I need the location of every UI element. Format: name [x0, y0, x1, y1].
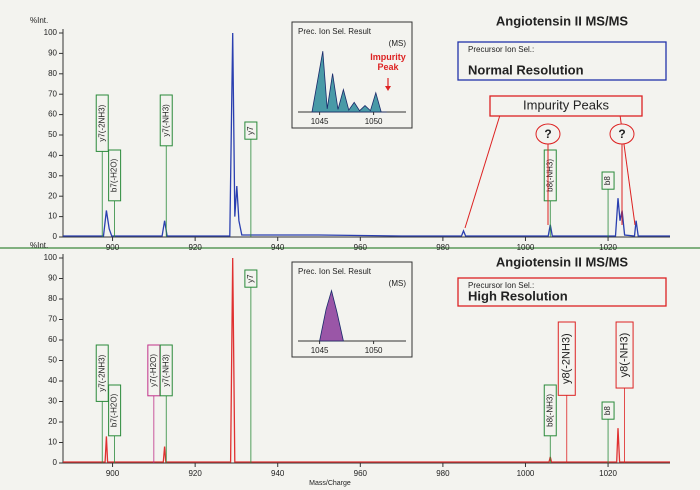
y-axis-label: %Int.	[30, 241, 48, 250]
annotation-box	[244, 121, 258, 140]
x-axis-label: Mass/Charge	[309, 480, 351, 487]
y-tick-label: 0	[53, 232, 58, 241]
impurity-leader	[464, 114, 501, 229]
annotation-box	[108, 149, 122, 202]
annotation-box	[615, 321, 634, 389]
y-tick-label: 40	[48, 376, 57, 385]
peak-annotation: y8(-NH3)	[618, 333, 630, 378]
peak-annotation: b7(-H2O)	[110, 393, 119, 427]
impurity-mark: ?	[618, 127, 625, 141]
x-tick-label: 920	[188, 243, 202, 252]
annotation-box	[601, 171, 615, 190]
y-tick-label: 80	[48, 294, 57, 303]
y-tick-label: 100	[44, 28, 58, 37]
annotation-box	[543, 384, 557, 437]
inset-tick-label: 1050	[365, 117, 383, 126]
inset-title: Prec. Ion Sel. Result	[298, 27, 372, 36]
y-tick-label: 20	[48, 417, 57, 426]
mode-box	[457, 41, 667, 81]
y-tick-label: 90	[48, 49, 57, 58]
y-tick-label: 30	[48, 397, 57, 406]
impurity-box	[489, 95, 643, 117]
inset-arrowhead	[385, 86, 391, 91]
inset-note-box: Impurity Peak	[370, 52, 406, 72]
y-tick-label: 10	[48, 438, 57, 447]
annotation-box	[601, 401, 615, 420]
inset-tick-label: 1050	[365, 346, 383, 355]
mode-subtitle: Precursor Ion Sel.:	[468, 281, 534, 290]
y-tick-label: 70	[48, 89, 57, 98]
annotation-box	[159, 344, 173, 397]
inset-tick-label: 1045	[311, 346, 329, 355]
x-tick-label: 960	[354, 243, 368, 252]
y-tick-label: 100	[44, 253, 58, 262]
mode-label: Normal Resolution	[468, 62, 584, 77]
chart-title: Angiotensin II MS/MS	[496, 254, 628, 269]
mode-box	[457, 277, 667, 307]
annotation-box	[557, 321, 576, 396]
annotation-box	[95, 94, 109, 152]
y-tick-label: 50	[48, 356, 57, 365]
x-tick-label: 1000	[517, 469, 535, 478]
y-tick-label: 60	[48, 110, 57, 119]
inset-spectrum	[311, 51, 387, 113]
annotation-box	[159, 94, 173, 147]
y-tick-label: 20	[48, 191, 57, 200]
x-tick-label: 960	[354, 469, 368, 478]
annotation-box	[108, 384, 122, 437]
x-tick-label: 900	[106, 243, 120, 252]
peak-annotation: y8(-2NH3)	[561, 333, 573, 384]
y-tick-label: 70	[48, 315, 57, 324]
peak-annotation: b8(-NH3)	[545, 394, 554, 427]
inset-note: Impurity Peak	[370, 52, 406, 72]
x-tick-label: 940	[271, 469, 285, 478]
inset-title: Prec. Ion Sel. Result	[298, 267, 372, 276]
peak-annotation: y7(-2NH3)	[97, 354, 106, 391]
annotation-box	[543, 149, 557, 202]
peak-annotation: y7(-NH3)	[161, 354, 170, 387]
impurity-circle	[535, 123, 561, 145]
peak-annotation: y7	[246, 126, 255, 135]
mode-subtitle: Precursor Ion Sel.:	[468, 45, 534, 54]
peak-annotation: y7	[246, 274, 255, 283]
peak-annotation: y7(-H2O)	[149, 354, 158, 387]
mode-label: High Resolution	[468, 288, 568, 303]
y-tick-label: 10	[48, 212, 57, 221]
peak-annotation: b8	[603, 406, 612, 415]
x-tick-label: 980	[436, 469, 450, 478]
peak-annotation: b7(-H2O)	[110, 158, 119, 192]
y-tick-label: 40	[48, 151, 57, 160]
inset-spectrum	[319, 289, 344, 342]
peak-annotation: b8	[603, 176, 612, 185]
y-tick-label: 30	[48, 171, 57, 180]
impurity-label: Impurity Peaks	[523, 97, 609, 112]
inset-frame	[291, 261, 413, 358]
spectrum-trace	[63, 257, 670, 463]
x-tick-label: 1020	[599, 469, 617, 478]
peak-annotation: y7(-NH3)	[161, 104, 170, 137]
x-tick-label: 940	[271, 243, 285, 252]
annotation-box	[244, 269, 258, 288]
x-tick-label: 1000	[517, 243, 535, 252]
x-tick-label: 900	[106, 469, 120, 478]
y-tick-label: 50	[48, 130, 57, 139]
y-tick-label: 0	[53, 458, 58, 467]
peak-annotation: b8(-NH3)	[545, 159, 554, 192]
inset-subtitle: (MS)	[389, 279, 407, 288]
y-tick-label: 80	[48, 69, 57, 78]
x-tick-label: 980	[436, 243, 450, 252]
inset-tick-label: 1045	[311, 117, 329, 126]
chart-title: Angiotensin II MS/MS	[496, 13, 628, 28]
y-tick-label: 60	[48, 335, 57, 344]
x-tick-label: 1020	[599, 243, 617, 252]
inset-subtitle: (MS)	[389, 39, 407, 48]
annotation-box	[95, 344, 109, 402]
impurity-mark: ?	[544, 127, 551, 141]
y-tick-label: 90	[48, 274, 57, 283]
impurity-circle	[609, 123, 635, 145]
peak-annotation: y7(-2NH3)	[97, 104, 106, 141]
x-tick-label: 920	[188, 469, 202, 478]
y-axis-label: %Int.	[30, 16, 48, 25]
